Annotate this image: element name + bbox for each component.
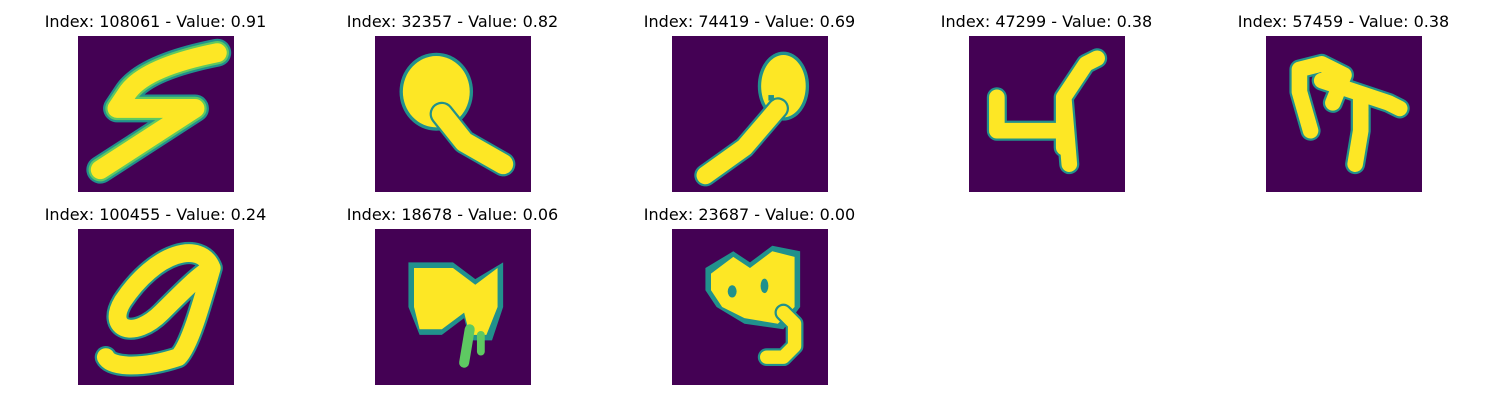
panel-title: Index: 18678 - Value: 0.06 (346, 205, 559, 224)
panel-title: Index: 47299 - Value: 0.38 (940, 12, 1153, 31)
digit-image (672, 36, 828, 192)
digit-image (375, 36, 531, 192)
panel-title: Index: 100455 - Value: 0.24 (44, 205, 267, 224)
panel-title: Index: 57459 - Value: 0.38 (1237, 12, 1450, 31)
digit-image (1266, 36, 1422, 192)
panel-title: Index: 23687 - Value: 0.00 (643, 205, 856, 224)
panel-title: Index: 108061 - Value: 0.91 (44, 12, 267, 31)
digit-image (375, 229, 531, 385)
digit-image (969, 36, 1125, 192)
digit-image (78, 36, 234, 192)
digit-image (78, 229, 234, 385)
digit-image (672, 229, 828, 385)
panel-title: Index: 74419 - Value: 0.69 (643, 12, 856, 31)
panel-title: Index: 32357 - Value: 0.82 (346, 12, 559, 31)
